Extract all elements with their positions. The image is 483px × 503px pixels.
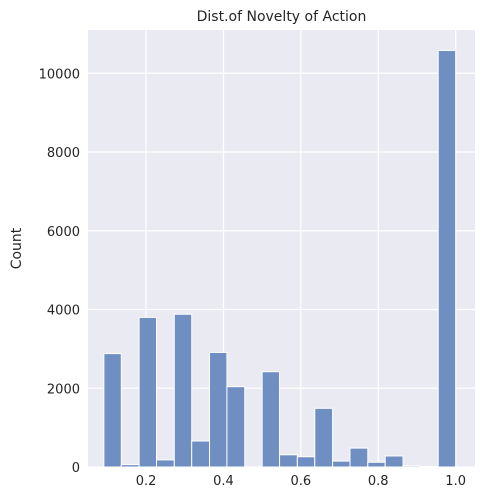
x-tick-label: 0.6 [291, 474, 312, 489]
y-tick-label: 4000 [47, 304, 80, 319]
x-tick-label: 0.2 [136, 474, 157, 489]
histogram-bar-7 [226, 386, 246, 468]
chart-title: Dist.of Novelty of Action [197, 9, 367, 25]
histogram-bars [103, 49, 457, 468]
histogram-bar-17 [402, 465, 421, 468]
x-tick-label: 1.0 [445, 474, 466, 489]
histogram-bar-5 [191, 440, 211, 468]
x-tick-labels: 0.2 0.4 0.6 0.8 1.0 [136, 474, 466, 489]
histogram-bar-15 [367, 461, 386, 468]
x-tick-label: 0.8 [368, 474, 389, 489]
histogram-bar-11 [296, 456, 316, 468]
histogram-bar-10 [279, 454, 298, 468]
y-tick-label: 10000 [39, 67, 80, 82]
histogram-bar-2 [138, 316, 157, 468]
histogram-bar-19 [437, 49, 457, 468]
y-tick-labels: 0 2000 4000 6000 8000 10000 [39, 67, 80, 476]
histogram-bar-3 [155, 459, 175, 468]
y-tick-label: 2000 [47, 382, 80, 397]
histogram-bar-12 [314, 407, 334, 468]
histogram-bar-16 [384, 455, 404, 468]
y-axis-label: Count [9, 227, 25, 269]
histogram-bar-1 [120, 464, 140, 468]
histogram-bar-13 [332, 460, 351, 468]
histogram-bar-14 [349, 447, 369, 468]
histogram-bar-0 [103, 353, 122, 468]
histogram-bar-6 [209, 351, 228, 468]
y-tick-label: 0 [72, 461, 80, 476]
histogram-bar-4 [173, 313, 193, 468]
x-tick-label: 0.4 [213, 474, 234, 489]
y-tick-label: 8000 [47, 146, 80, 161]
grid-lines [88, 30, 475, 468]
y-tick-label: 6000 [47, 225, 80, 240]
histogram-bar-9 [261, 371, 281, 468]
